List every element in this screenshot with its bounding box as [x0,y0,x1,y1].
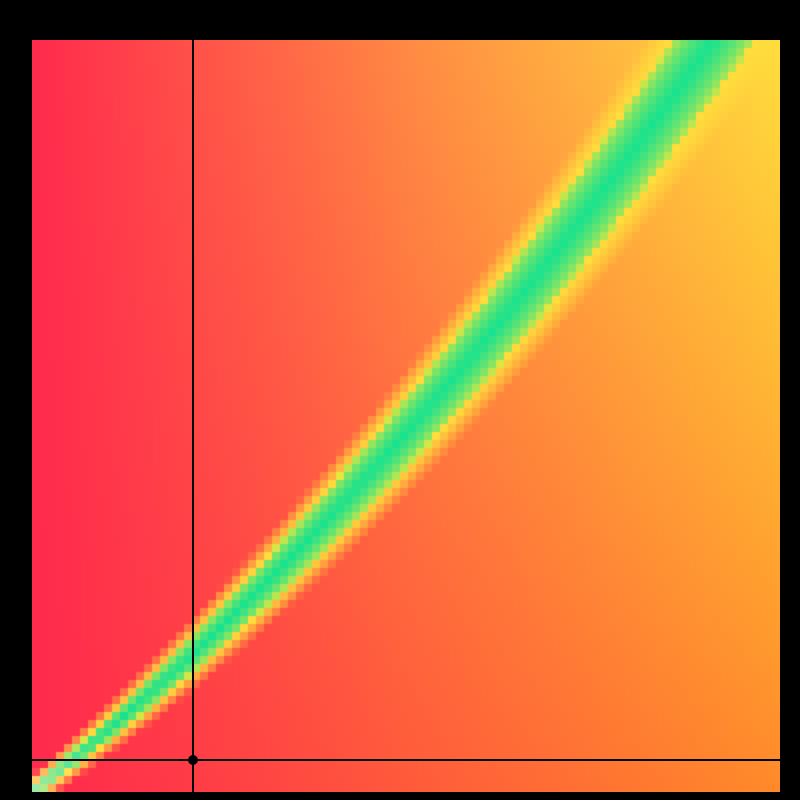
plot-area [32,40,780,792]
crosshair-vertical [192,40,194,792]
chart-container: TheBottleneck.com [0,0,800,800]
plot-frame [0,0,800,800]
heatmap-canvas [32,40,780,792]
crosshair-horizontal [32,759,780,761]
crosshair-marker [188,755,198,765]
